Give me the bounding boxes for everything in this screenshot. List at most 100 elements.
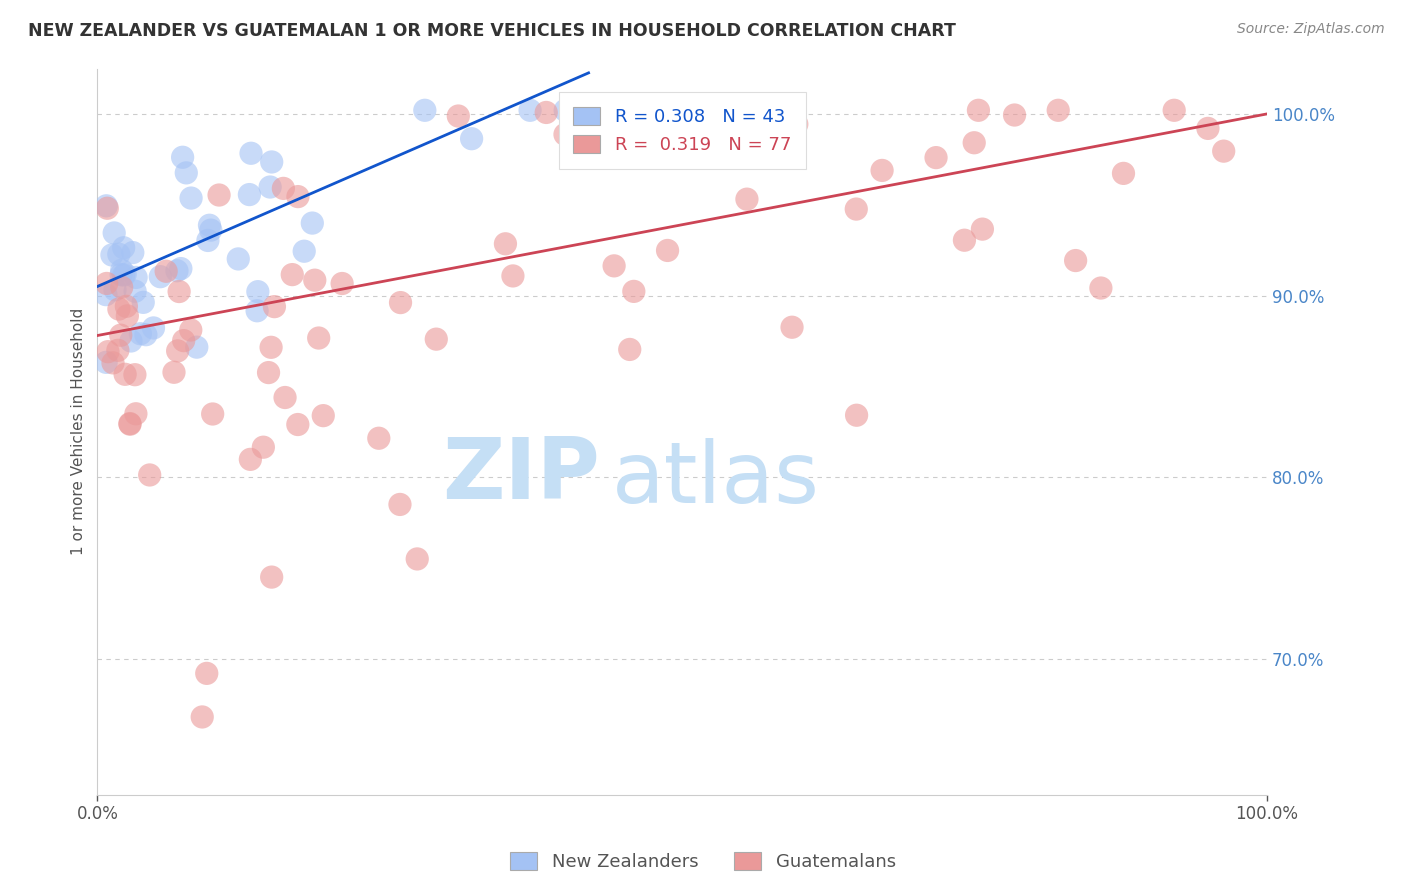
Point xyxy=(142,321,165,335)
Point xyxy=(301,216,323,230)
Point xyxy=(186,340,208,354)
Point xyxy=(118,417,141,432)
Point xyxy=(1197,121,1219,136)
Point xyxy=(195,666,218,681)
Point xyxy=(180,323,202,337)
Point xyxy=(103,226,125,240)
Point xyxy=(274,391,297,405)
Text: atlas: atlas xyxy=(612,437,820,521)
Point xyxy=(180,191,202,205)
Point xyxy=(246,303,269,318)
Point xyxy=(246,285,269,299)
Point xyxy=(845,202,868,216)
Point xyxy=(281,268,304,282)
Point xyxy=(273,181,295,195)
Point xyxy=(167,285,190,299)
Point xyxy=(292,244,315,259)
Point xyxy=(259,180,281,194)
Point xyxy=(166,264,188,278)
Point xyxy=(623,285,645,299)
Point xyxy=(263,300,285,314)
Point xyxy=(413,103,436,118)
Point xyxy=(101,356,124,370)
Point xyxy=(112,268,135,282)
Point xyxy=(129,326,152,341)
Point xyxy=(1064,253,1087,268)
Point xyxy=(389,295,412,310)
Point xyxy=(94,287,117,301)
Point xyxy=(502,268,524,283)
Point xyxy=(124,368,146,382)
Text: NEW ZEALANDER VS GUATEMALAN 1 OR MORE VEHICLES IN HOUSEHOLD CORRELATION CHART: NEW ZEALANDER VS GUATEMALAN 1 OR MORE VE… xyxy=(28,22,956,40)
Point xyxy=(125,270,148,285)
Point xyxy=(96,201,118,215)
Point xyxy=(166,343,188,358)
Point xyxy=(257,366,280,380)
Point xyxy=(117,309,139,323)
Point xyxy=(870,163,893,178)
Text: ZIP: ZIP xyxy=(443,434,600,516)
Point xyxy=(619,343,641,357)
Point xyxy=(1212,144,1234,158)
Point xyxy=(125,407,148,421)
Point xyxy=(554,103,576,118)
Point xyxy=(287,417,309,432)
Point xyxy=(97,344,120,359)
Point xyxy=(226,252,249,266)
Point xyxy=(720,103,742,118)
Point xyxy=(132,295,155,310)
Point xyxy=(963,136,986,150)
Point xyxy=(742,151,765,165)
Point xyxy=(135,327,157,342)
Point xyxy=(534,105,557,120)
Point xyxy=(425,332,447,346)
Point xyxy=(240,146,263,161)
Point xyxy=(110,268,132,282)
Point xyxy=(94,355,117,369)
Point xyxy=(554,128,576,142)
Point xyxy=(238,187,260,202)
Point xyxy=(519,103,541,118)
Point xyxy=(191,710,214,724)
Point xyxy=(170,261,193,276)
Point xyxy=(114,267,136,281)
Point xyxy=(118,417,141,431)
Point xyxy=(155,264,177,278)
Point xyxy=(953,233,976,247)
Point xyxy=(201,407,224,421)
Point xyxy=(786,117,808,131)
Point xyxy=(304,273,326,287)
Point xyxy=(287,189,309,203)
Point xyxy=(845,408,868,422)
Point xyxy=(312,409,335,423)
Point xyxy=(107,343,129,358)
Point xyxy=(367,431,389,445)
Point xyxy=(260,570,283,584)
Point xyxy=(107,247,129,261)
Point xyxy=(149,269,172,284)
Point xyxy=(967,103,990,118)
Legend: New Zealanders, Guatemalans: New Zealanders, Guatemalans xyxy=(503,845,903,879)
Point xyxy=(780,320,803,334)
Point xyxy=(96,277,118,291)
Point xyxy=(460,131,482,145)
Point xyxy=(197,234,219,248)
Point xyxy=(1163,103,1185,118)
Point xyxy=(120,334,142,348)
Point xyxy=(110,328,132,343)
Point xyxy=(200,223,222,237)
Point xyxy=(972,222,994,236)
Y-axis label: 1 or more Vehicles in Household: 1 or more Vehicles in Household xyxy=(72,308,86,556)
Point xyxy=(603,259,626,273)
Point xyxy=(406,552,429,566)
Point xyxy=(173,334,195,348)
Point xyxy=(239,452,262,467)
Point xyxy=(1047,103,1070,118)
Point xyxy=(108,301,131,316)
Point xyxy=(115,299,138,313)
Point xyxy=(124,284,146,298)
Point xyxy=(260,155,283,169)
Point xyxy=(208,188,231,202)
Point xyxy=(1004,108,1026,122)
Point xyxy=(447,109,470,123)
